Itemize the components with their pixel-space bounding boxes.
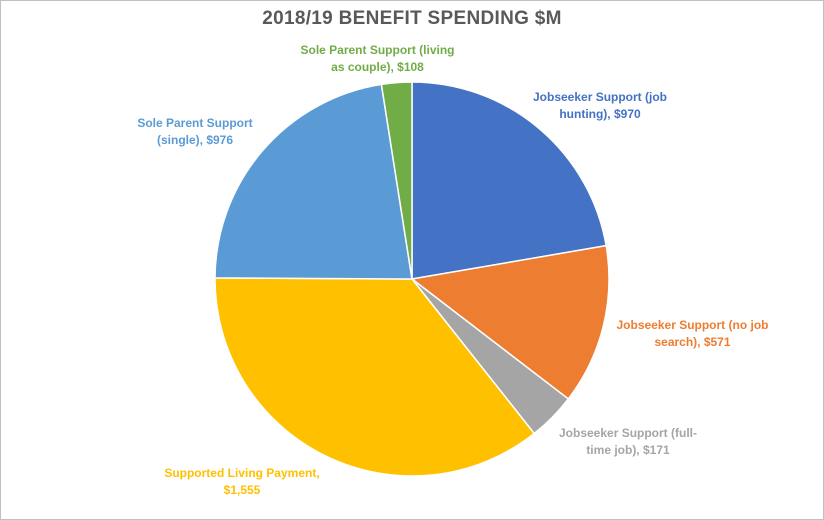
chart-title: 2018/19 BENEFIT SPENDING $M [262,8,562,29]
pie-slice-jobseeker-support-no-job-search [410,244,610,400]
slice-label-jobseeker-no-job-search: Jobseeker Support (no job search), $571 [616,318,769,349]
slice-label-jobseeker-job-hunting: Jobseeker Support (job hunting), $970 [532,90,668,121]
slice-label-jobseeker-full-time-job: Jobseeker Support (full- time job), $171 [558,426,698,457]
pie-slice-jobseeker-support-job-hunting [411,81,608,280]
pie-slice-sole-parent-support-living-as-couple [380,81,413,280]
slice-label-supported-living-payment: Supported Living Payment, $1,555 [164,466,320,497]
slice-label-sole-parent-single: Sole Parent Support (single), $976 [137,116,253,147]
pie-slice-supported-living-payment [214,277,536,477]
pie-slice-sole-parent-support-single [214,83,413,280]
slice-label-sole-parent-couple: Sole Parent Support (living as couple), … [300,43,455,74]
